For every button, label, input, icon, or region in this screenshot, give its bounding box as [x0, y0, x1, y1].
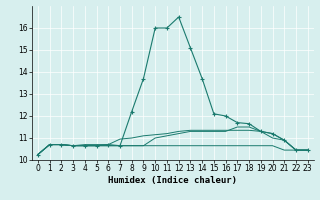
X-axis label: Humidex (Indice chaleur): Humidex (Indice chaleur) [108, 176, 237, 185]
